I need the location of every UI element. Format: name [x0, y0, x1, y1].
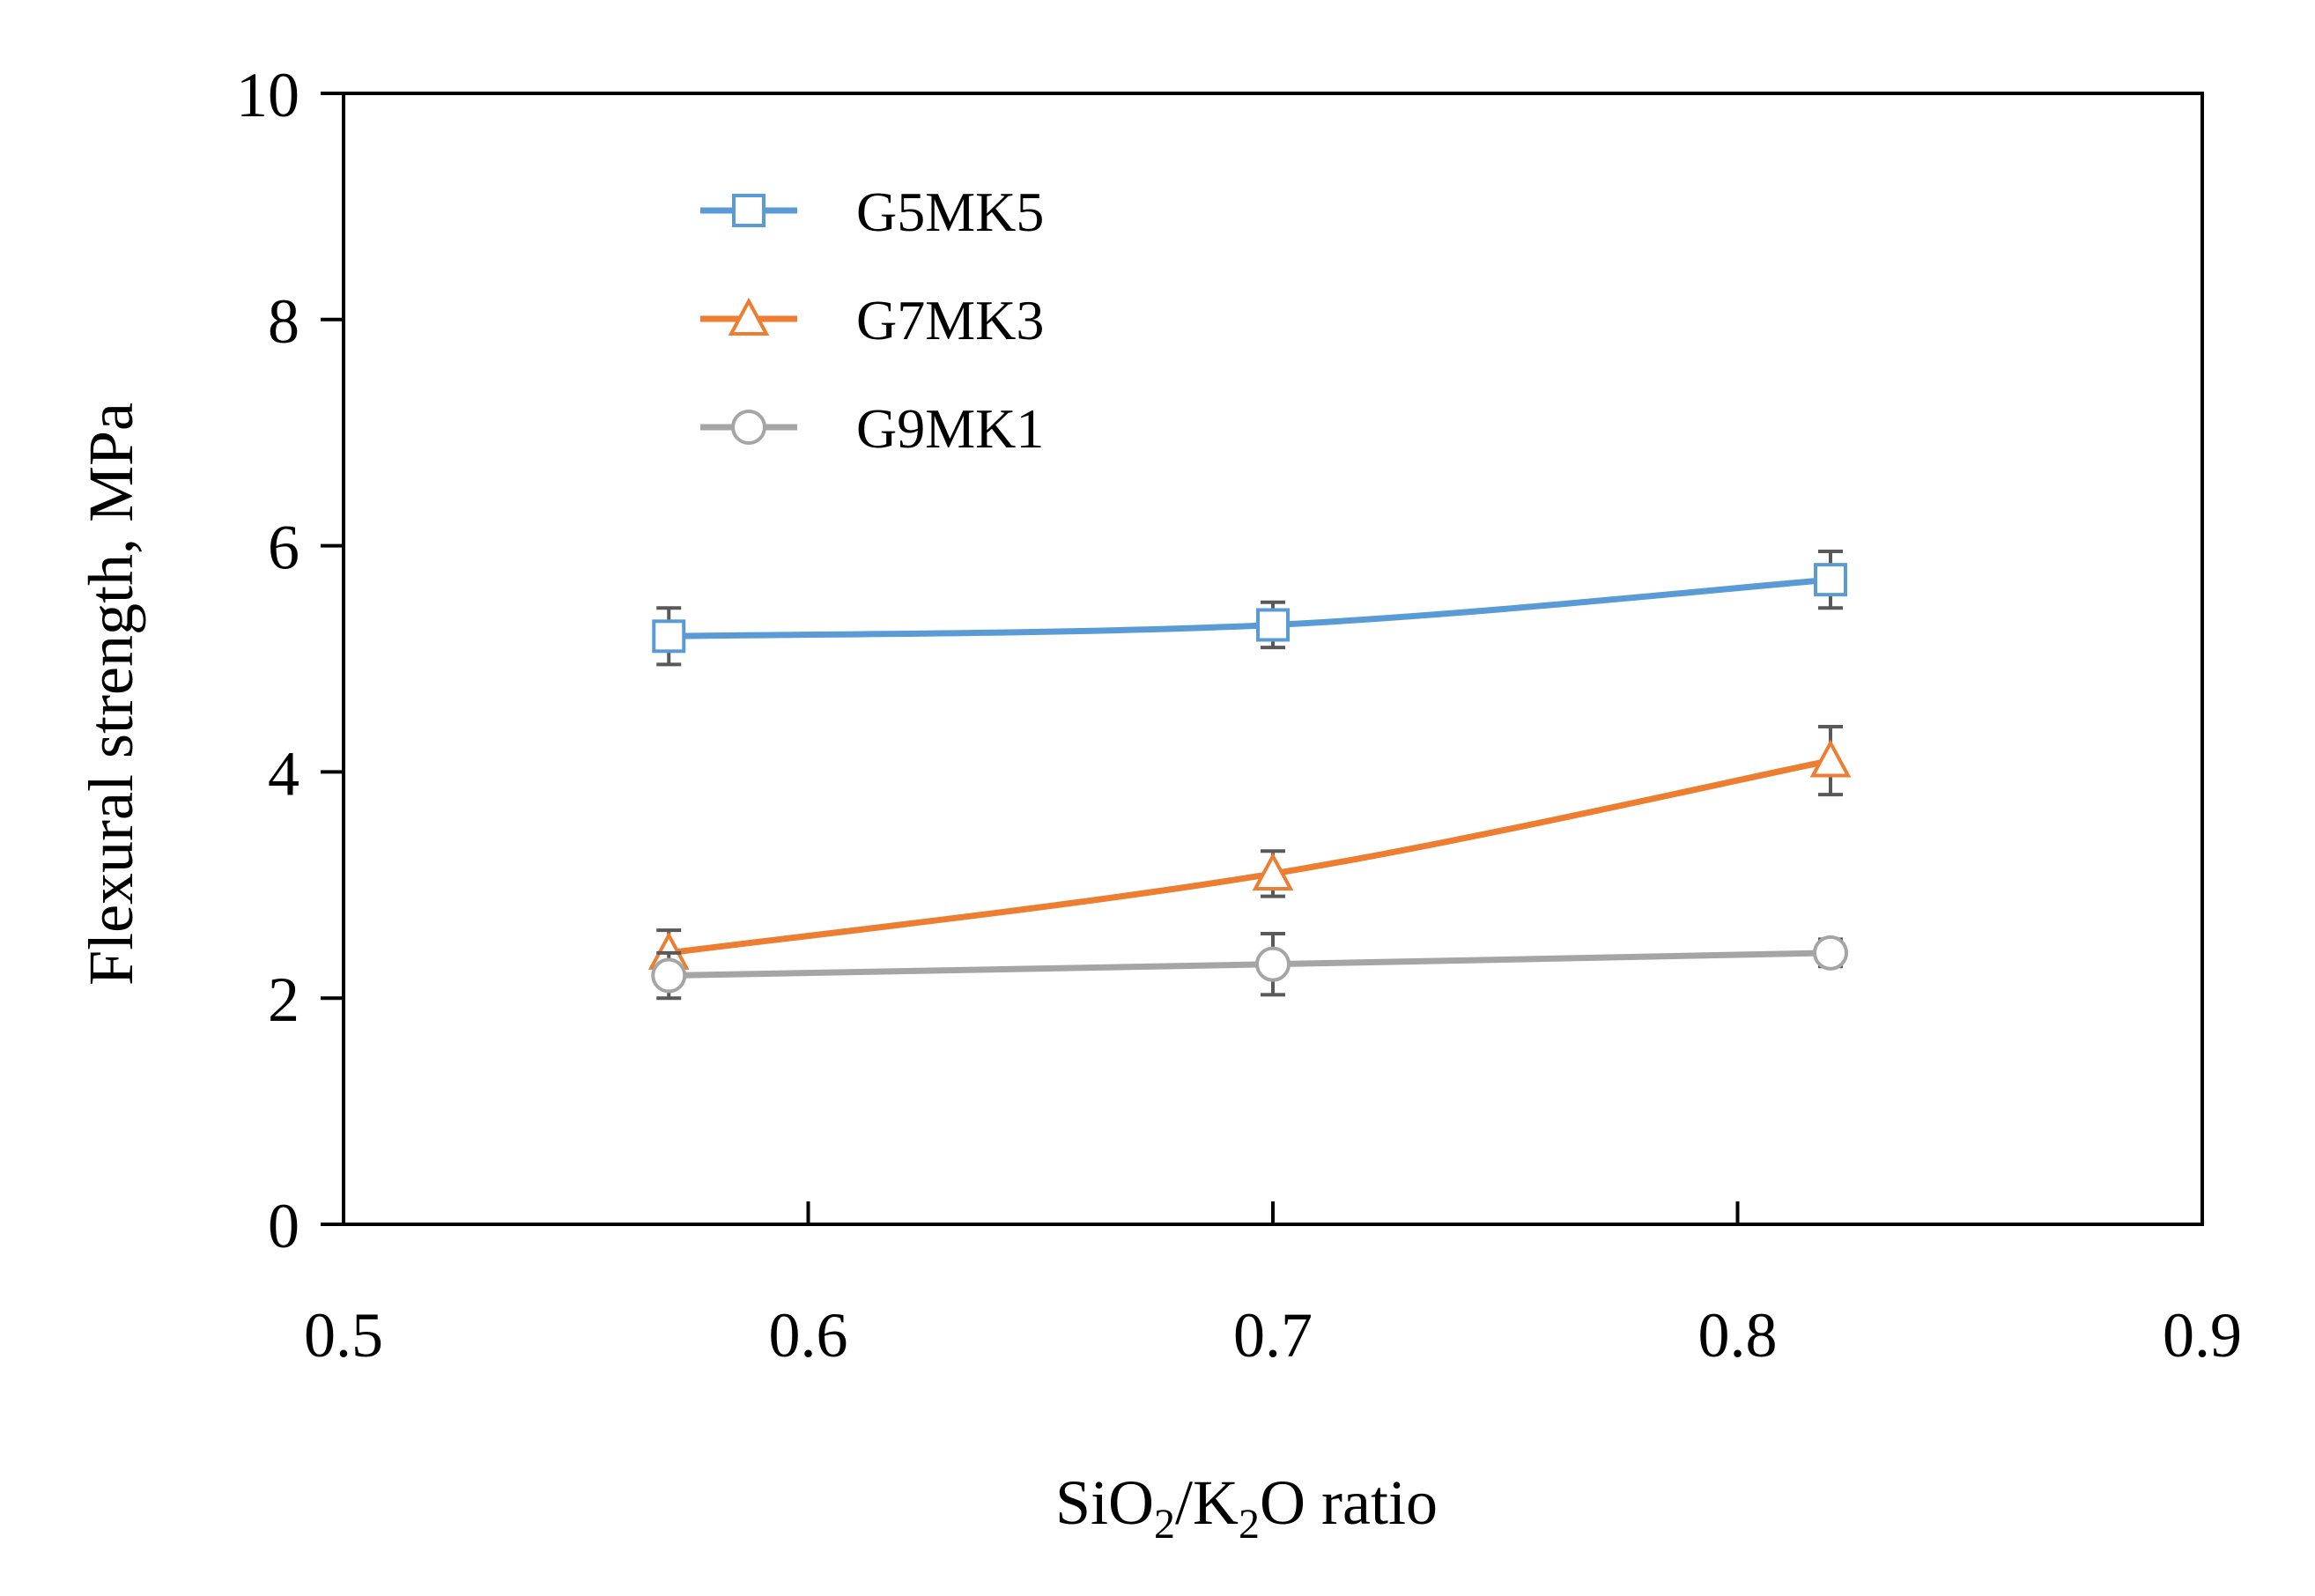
x-axis-title-part: SiO: [1055, 1467, 1154, 1538]
legend-label: G5MK5: [856, 181, 1044, 243]
y-axis-title: Flexural strength, MPa: [76, 403, 146, 986]
series-G5MK5: [652, 550, 1847, 667]
legend-marker: [731, 410, 766, 445]
series-layer: [647, 550, 1852, 1001]
data-point-G9MK1: [651, 957, 687, 994]
data-point-G9MK1: [1255, 946, 1291, 982]
x-axis-title-part: /K: [1175, 1467, 1239, 1538]
y-tick-label: 4: [268, 738, 300, 809]
legend-label: G9MK1: [856, 397, 1044, 460]
x-tick-label: 0.6: [769, 1300, 848, 1371]
legend: G5MK5 G7MK3 G9MK1: [700, 181, 1044, 460]
legend-entry-G7MK3: G7MK3: [700, 289, 1044, 351]
x-tick-label: 0.8: [1698, 1300, 1778, 1371]
x-axis-title-part: O ratio: [1260, 1467, 1438, 1538]
data-point-G5MK5: [1814, 563, 1847, 597]
x-tick-label: 0.9: [2163, 1300, 2242, 1371]
legend-entry-G9MK1: G9MK1: [700, 397, 1044, 460]
series-G9MK1: [651, 932, 1848, 1001]
y-tick-label: 8: [268, 286, 300, 357]
legend-marker: [728, 297, 770, 336]
x-axis-title-subscript: 2: [1154, 1501, 1175, 1548]
legend-marker: [732, 194, 766, 227]
x-axis-title: SiO2​/K2​O ratio: [1055, 1467, 1438, 1548]
y-tick-label: 6: [268, 513, 300, 583]
data-point-G5MK5: [652, 619, 686, 654]
legend-entry-G5MK5: G5MK5: [700, 181, 1044, 243]
y-tick-label: 2: [268, 964, 300, 1035]
data-point-G9MK1: [1813, 935, 1848, 971]
y-tick-label: 10: [236, 60, 300, 130]
x-axis-title-subscript: 2: [1239, 1501, 1260, 1548]
x-tick-label: 0.7: [1233, 1300, 1313, 1371]
y-tick-label: 0: [268, 1191, 300, 1261]
axis-layer: 0.5 0.6 0.7 0.8 0.9 0 2 4 6 8 10 Flexural strength,…: [76, 60, 2242, 1548]
x-tick-label: 0.5: [304, 1300, 383, 1371]
legend-label: G7MK3: [856, 289, 1044, 351]
data-point-G7MK3: [1809, 739, 1852, 778]
data-point-G5MK5: [1256, 608, 1290, 642]
data-point-G7MK3: [1252, 852, 1294, 890]
